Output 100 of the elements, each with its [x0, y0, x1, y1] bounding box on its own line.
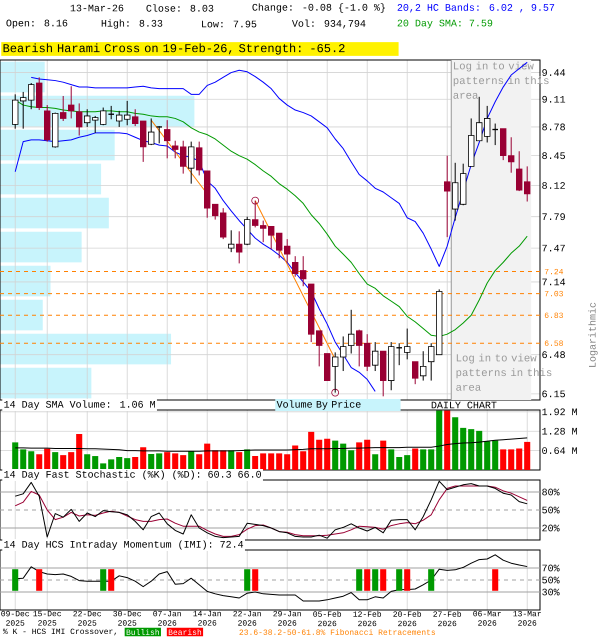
bar — [156, 453, 162, 470]
text: 20,2 HC Bands: 6.02 , 9.57 — [398, 4, 554, 13]
text: Low: 7.95 — [202, 20, 256, 28]
y-tick-label: 20% — [542, 524, 560, 532]
bar — [524, 442, 530, 470]
bar — [436, 410, 442, 470]
candlestick — [404, 328, 410, 360]
y-tick-label: 50% — [542, 576, 560, 584]
bar — [164, 452, 170, 470]
bar — [388, 449, 394, 470]
x-tick-label: 22-Jan 2026 — [233, 610, 261, 626]
candlestick — [444, 155, 450, 238]
bar — [308, 432, 314, 470]
text: DAILY CHART — [432, 402, 497, 408]
y-tick-label: 6.15 — [542, 390, 565, 398]
bar — [84, 454, 90, 470]
bar — [52, 452, 58, 470]
y-tick-label: 6.48 — [542, 351, 565, 358]
bar — [60, 455, 66, 470]
y-tick-label: 9.11 — [542, 96, 566, 103]
y-axis-title: Logarithmic — [588, 302, 598, 367]
bar — [412, 448, 418, 470]
bar — [460, 428, 466, 470]
text: 20 Day SMA: 7.59 — [398, 20, 492, 28]
ref-line-label: 6.83 — [544, 312, 563, 318]
bar — [268, 453, 274, 470]
candlestick — [108, 105, 115, 120]
bar — [284, 454, 290, 470]
y-tick-label: 50% — [542, 506, 560, 514]
bar — [180, 455, 186, 470]
bar — [492, 440, 498, 470]
text: 13-Mar-26 — [70, 4, 124, 12]
x-tick-label: 09-Dec 2025 — [1, 610, 30, 626]
candlestick — [148, 118, 154, 146]
y-tick-label: 9.44 — [542, 69, 566, 76]
text: Change: -0.08 {-1.0 %} — [252, 3, 385, 13]
x-tick-label: 05-Feb 2026 — [313, 610, 342, 626]
x-tick-label: 12-Feb 2026 — [353, 610, 382, 626]
bar — [236, 452, 242, 470]
y-tick-label: 30% — [542, 588, 560, 596]
x-tick-label: 22-Dec 2025 — [73, 610, 102, 626]
bar — [148, 454, 154, 470]
bar — [332, 440, 338, 470]
x-tick-label: 13-Mar 2026 — [513, 610, 541, 626]
bar — [92, 456, 98, 470]
x-tick-label: 14-Jan 2026 — [193, 610, 221, 626]
bar — [276, 453, 282, 470]
candlestick — [60, 95, 66, 122]
bar — [260, 453, 266, 470]
x-tick-label: 29-Jan 2026 — [273, 610, 301, 626]
bar — [172, 453, 178, 470]
text: Vol: 934,794 — [292, 20, 366, 29]
bar — [500, 449, 506, 470]
x-tick-label: 06-Mar 2026 — [473, 610, 501, 626]
candlestick — [348, 309, 354, 354]
bar — [188, 451, 194, 470]
text: 23.6-38.2-50-61.8% Fibonacci Retracements — [239, 629, 436, 635]
bar — [116, 456, 122, 470]
bar — [420, 449, 426, 470]
y-tick-label: 8.12 — [542, 182, 565, 189]
bar — [0, 232, 82, 262]
text: High: 8.33 — [102, 19, 162, 29]
bar — [516, 448, 522, 470]
bar — [484, 442, 490, 470]
bar — [0, 164, 102, 194]
y-tick-label: 7.14 — [542, 278, 566, 286]
bar — [68, 452, 74, 470]
text: Open: 8.16 — [6, 20, 68, 28]
x-tick-label: 20-Feb 2026 — [393, 610, 422, 626]
bar — [324, 438, 330, 470]
bar — [372, 454, 378, 470]
bar — [300, 451, 306, 470]
y-tick-label: 70% — [542, 564, 560, 572]
text: Bearish Harami Cross on 19-Feb-26, Strength: -65.2 — [4, 43, 345, 55]
bar — [508, 449, 514, 470]
y-tick-label: 8.78 — [542, 124, 565, 130]
y-tick-label: 1.92 M — [542, 408, 577, 416]
x-tick-label: 15-Dec 2025 — [33, 610, 62, 626]
y-tick-label: 8.45 — [542, 152, 565, 160]
candlestick — [76, 102, 82, 136]
bar — [132, 456, 138, 470]
bar — [428, 449, 434, 470]
candlestick — [236, 230, 242, 264]
chart-title: 14 Day SMA Volume: 1.06 M — [4, 400, 155, 410]
bar — [348, 450, 354, 470]
bar — [0, 334, 172, 364]
bar — [0, 198, 109, 228]
x-tick-label: 30-Dec 2025 — [113, 610, 142, 626]
x-tick-label: 07-Jan 2026 — [153, 610, 181, 626]
bar — [444, 410, 450, 470]
candlestick — [164, 120, 170, 159]
candlestick — [68, 86, 74, 119]
ref-line-label: 7.24 — [544, 268, 564, 274]
candlestick — [412, 361, 418, 385]
bar — [0, 368, 92, 398]
candlestick — [372, 342, 378, 372]
bar — [476, 430, 482, 470]
bar — [356, 442, 362, 470]
bar — [196, 454, 202, 470]
bar — [292, 445, 298, 470]
